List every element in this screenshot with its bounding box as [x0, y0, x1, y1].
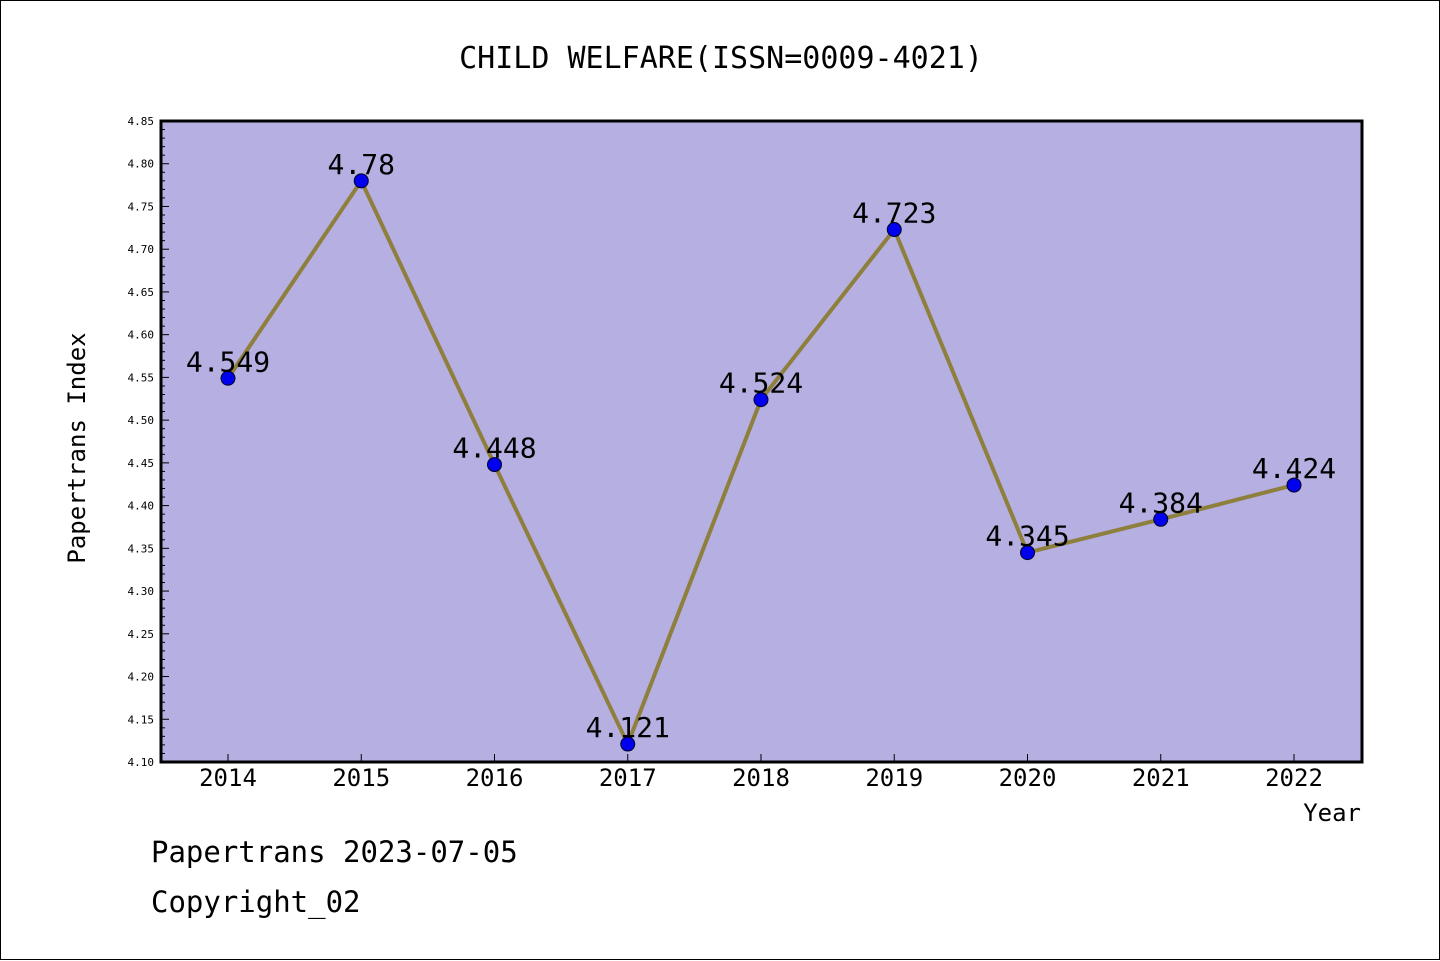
data-point: [1286, 477, 1302, 493]
x-tick-label: 2018: [732, 764, 790, 792]
y-tick-label: 4.15: [128, 713, 155, 726]
y-tick-label: 4.70: [128, 243, 155, 256]
data-point: [886, 222, 902, 238]
data-label: 4.524: [719, 367, 803, 400]
data-point: [487, 457, 502, 473]
y-tick-label: 4.45: [128, 457, 155, 470]
y-tick-label: 4.55: [128, 371, 155, 384]
x-axis-label: Year: [1303, 799, 1361, 827]
data-point: [220, 370, 236, 386]
x-tick-label: 2016: [466, 764, 524, 792]
x-tick-label: 2019: [865, 764, 923, 792]
x-tick-label: 2022: [1265, 764, 1323, 792]
data-label: 4.121: [586, 711, 670, 744]
x-axis: 2014 2015 2016 2017 2018 2019 2020 2021 2022: [199, 754, 1323, 792]
data-label: 4.384: [1119, 486, 1203, 519]
footer-date-line: Papertrans 2023-07-05: [151, 835, 518, 869]
series-layer: 4.549 4.78 4.448 4.121 4.524 4.723 4.345 4.384 4…: [186, 148, 1336, 752]
data-label: 4.78: [328, 148, 395, 181]
data-label: 4.448: [452, 432, 536, 465]
data-label: 4.723: [852, 197, 936, 230]
x-tick-label: 2014: [199, 764, 257, 792]
footer-copyright: Copyright_02: [151, 885, 361, 919]
y-axis: 4.10 4.15 4.20 4.25 4.30 4.35 4.40 4.45 4.50 4.55…: [128, 115, 169, 769]
data-point: [620, 736, 636, 752]
y-tick-label: 4.65: [128, 286, 155, 299]
plot-area: [159, 119, 1364, 764]
y-tick-label: 4.60: [128, 329, 155, 342]
y-tick-label: 4.35: [128, 542, 155, 555]
chart-title: CHILD WELFARE(ISSN=0009-4021): [459, 41, 983, 76]
y-tick-label: 4.50: [128, 414, 155, 427]
x-tick-label: 2020: [999, 764, 1057, 792]
y-tick-label: 4.40: [128, 500, 155, 513]
data-point: [1153, 511, 1169, 527]
data-point: [353, 173, 369, 189]
x-tick-label: 2015: [332, 764, 390, 792]
y-axis-label: Papertrans Index: [63, 332, 91, 563]
data-label: 4.549: [186, 345, 270, 378]
y-tick-label: 4.25: [128, 628, 155, 641]
y-tick-label: 4.30: [128, 585, 155, 598]
y-tick-label: 4.80: [128, 158, 155, 171]
x-tick-label: 2021: [1132, 764, 1190, 792]
y-tick-label: 4.75: [128, 200, 155, 213]
y-tick-label: 4.85: [128, 115, 155, 128]
data-point: [753, 392, 769, 408]
y-tick-label: 4.20: [128, 671, 155, 684]
y-tick-label: 4.10: [128, 756, 155, 769]
x-tick-label: 2017: [599, 764, 657, 792]
data-label: 4.424: [1252, 452, 1336, 485]
data-point: [1020, 545, 1035, 561]
data-label: 4.345: [985, 520, 1069, 553]
